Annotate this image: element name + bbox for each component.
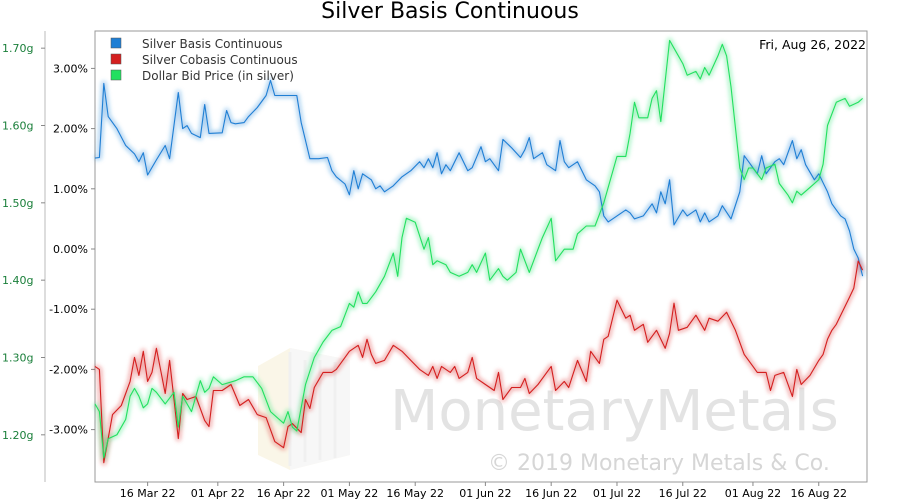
legend: Silver Basis Continuous Silver Cobasis Co… — [110, 37, 298, 83]
left-tick-label: 1.50g — [2, 197, 33, 210]
x-tick-label: 16 Apr 22 — [257, 487, 311, 500]
x-tick-label: 16 Mar 22 — [120, 487, 176, 500]
left-axis: 1.70g 1.60g 1.50g 1.40g 1.30g 1.20g — [2, 42, 45, 442]
silver-cobasis-line — [94, 260, 864, 464]
x-tick-label: 01 Aug 22 — [725, 487, 781, 500]
x-tick-label: 01 May 22 — [321, 487, 379, 500]
silver-basis-line-glow — [94, 77, 866, 277]
left-tick-label: 1.70g — [2, 42, 33, 55]
silver-basis-line — [94, 79, 864, 277]
plot-area — [94, 30, 868, 483]
x-tick-label: 01 Jul 22 — [593, 487, 641, 500]
date-label: Fri, Aug 26, 2022 — [759, 37, 866, 52]
x-tick-label: 16 Jul 22 — [659, 487, 707, 500]
x-axis: 16 Mar 22 01 Apr 22 16 Apr 22 01 May 22 16 M… — [120, 482, 847, 500]
legend-dollar-bid-price-label: Dollar Bid Price (in silver) — [142, 69, 294, 83]
legend-silver-cobasis-swatch — [110, 53, 122, 65]
legend-silver-basis-swatch — [110, 37, 122, 49]
percent-tick-label: 1.00% — [53, 183, 88, 196]
x-tick-label: 01 Apr 22 — [191, 487, 245, 500]
x-tick-label: 16 Aug 22 — [791, 487, 847, 500]
watermark-brand: MonetaryMetals — [390, 379, 839, 444]
right-axis: 3.00% 2.00% 1.00% 0.00% -1.00% -2.00% -3.00% — [49, 62, 95, 437]
legend-dollar-bid-price-swatch — [110, 69, 122, 81]
percent-tick-label: -1.00% — [49, 303, 88, 316]
percent-tick-label: 2.00% — [53, 123, 88, 136]
percent-tick-label: 0.00% — [53, 243, 88, 256]
percent-tick-label: -3.00% — [49, 424, 88, 437]
left-tick-label: 1.40g — [2, 274, 33, 287]
x-tick-label: 16 Jun 22 — [525, 487, 577, 500]
left-tick-label: 1.30g — [2, 351, 33, 364]
left-tick-label: 1.60g — [2, 120, 33, 133]
percent-tick-label: -2.00% — [49, 363, 88, 376]
chart-title: Silver Basis Continuous — [321, 0, 579, 24]
x-tick-label: 16 May 22 — [386, 487, 444, 500]
left-tick-label: 1.20g — [2, 429, 33, 442]
legend-silver-basis-label: Silver Basis Continuous — [142, 37, 283, 51]
x-tick-label: 01 Jun 22 — [459, 487, 511, 500]
dollar-bid-price-line — [94, 39, 863, 459]
percent-tick-label: 3.00% — [53, 62, 88, 75]
watermark-copyright: © 2019 Monetary Metals & Co. — [488, 451, 830, 476]
series-layer — [94, 39, 864, 464]
legend-silver-cobasis-label: Silver Cobasis Continuous — [142, 53, 298, 67]
